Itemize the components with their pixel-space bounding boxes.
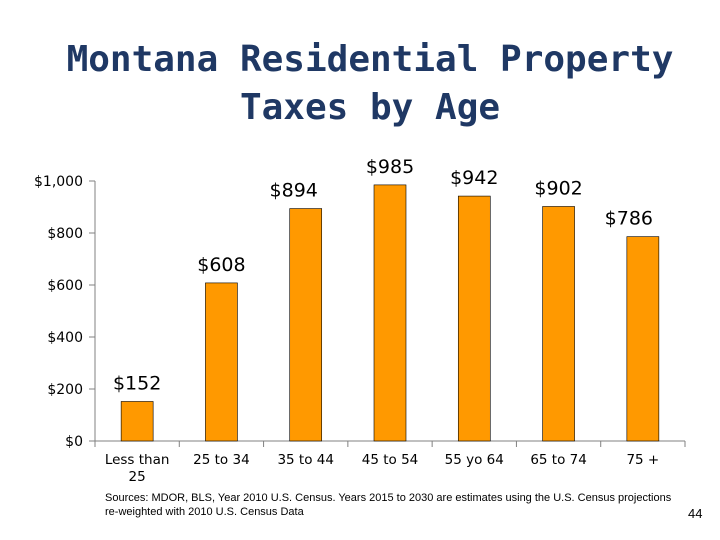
chart-title-line-2: Taxes by Age xyxy=(239,87,501,128)
data-label: $894 xyxy=(270,180,318,202)
x-category-label: 75 + xyxy=(626,452,659,468)
y-tick-label: $1,000 xyxy=(34,174,83,190)
bar xyxy=(626,236,660,442)
data-label: $152 xyxy=(113,372,161,394)
x-category-label: 65 to 74 xyxy=(530,452,587,468)
sources-note: Sources: MDOR, BLS, Year 2010 U.S. Censu… xyxy=(105,492,672,518)
y-tick-label: $0 xyxy=(65,434,83,450)
bar xyxy=(120,401,154,442)
data-label: $608 xyxy=(197,254,245,276)
x-category-label: 45 to 54 xyxy=(362,452,419,468)
bar xyxy=(542,206,575,442)
data-label: $942 xyxy=(450,167,498,189)
x-category-label: 35 to 44 xyxy=(277,452,334,468)
bar xyxy=(373,184,407,442)
bar xyxy=(205,282,238,442)
bar xyxy=(457,195,491,442)
x-category-label: 25 to 34 xyxy=(193,452,250,468)
y-tick-label: $400 xyxy=(47,330,83,346)
x-category-label: 25 xyxy=(129,469,146,485)
y-tick-label: $600 xyxy=(47,278,83,294)
y-tick-label: $800 xyxy=(47,226,83,242)
data-label: $902 xyxy=(534,177,582,199)
data-label: $985 xyxy=(366,156,414,178)
x-category-label: 55 yo 64 xyxy=(445,452,504,468)
bar xyxy=(289,208,323,442)
page-number: 44 xyxy=(688,506,703,521)
chart-title-line-1: Montana Residential Property xyxy=(66,39,674,80)
x-category-label: Less than xyxy=(105,452,170,468)
y-tick-label: $200 xyxy=(47,382,83,398)
chart-title: Montana Residential Property Taxes by Ag… xyxy=(0,36,720,132)
data-label: $786 xyxy=(605,208,653,230)
